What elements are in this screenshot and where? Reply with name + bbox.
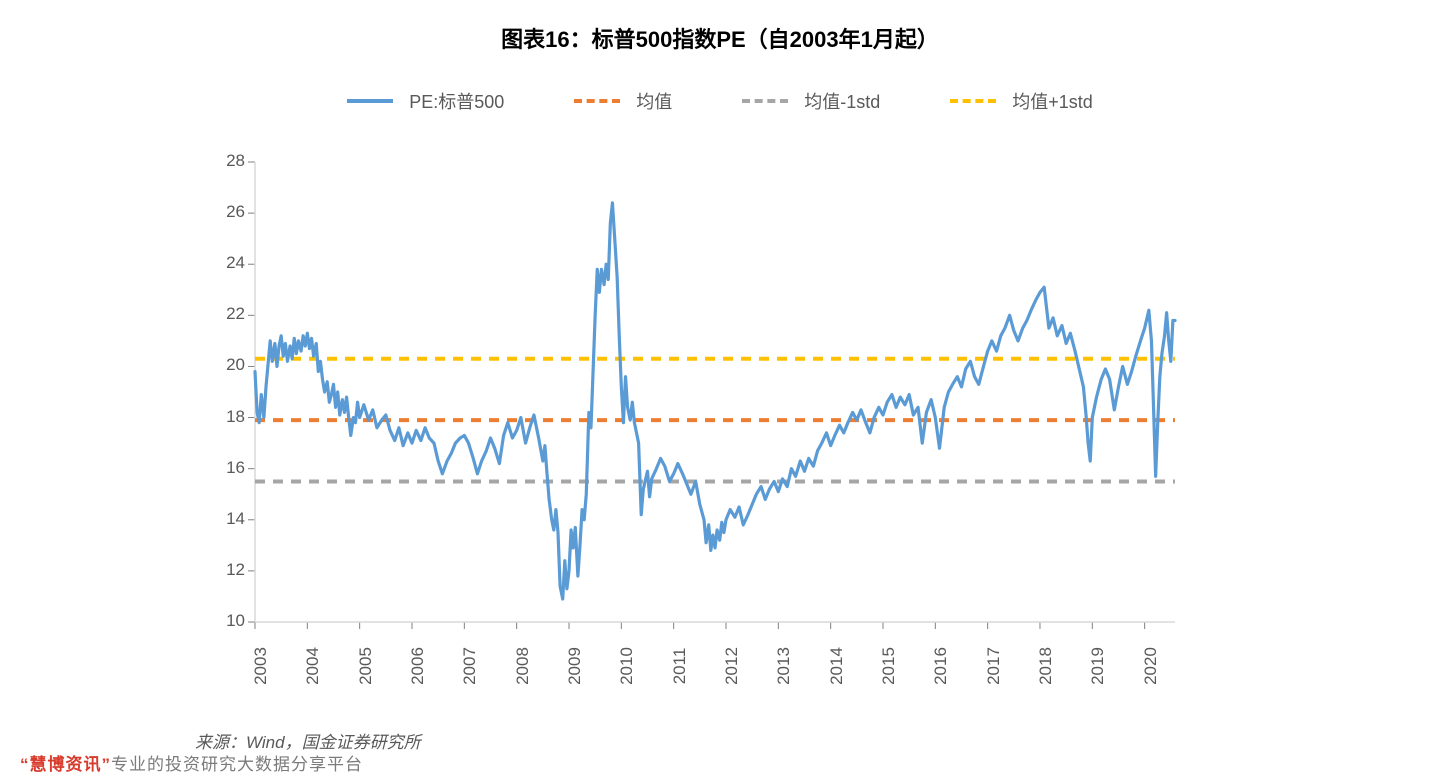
y-tick-label: 14 bbox=[205, 509, 245, 529]
chart-title: 图表16：标普500指数PE（自2003年1月起） bbox=[0, 22, 1440, 54]
y-tick-label: 28 bbox=[205, 151, 245, 171]
legend-label: 均值+1std bbox=[1012, 88, 1093, 114]
legend-label: 均值-1std bbox=[804, 88, 880, 114]
x-tick-label: 2003 bbox=[251, 641, 271, 691]
x-tick-label: 2014 bbox=[827, 641, 847, 691]
legend: PE:标普500 均值 均值-1std 均值+1std bbox=[0, 88, 1440, 114]
x-tick-label: 2018 bbox=[1036, 641, 1056, 691]
legend-label: PE:标普500 bbox=[409, 88, 504, 114]
x-tick-label: 2016 bbox=[931, 641, 951, 691]
x-tick-label: 2013 bbox=[774, 641, 794, 691]
x-tick-label: 2006 bbox=[408, 641, 428, 691]
x-tick-label: 2005 bbox=[356, 641, 376, 691]
legend-swatch-minus1std bbox=[742, 99, 788, 103]
y-tick-label: 24 bbox=[205, 253, 245, 273]
y-tick-label: 26 bbox=[205, 202, 245, 222]
legend-item-minus1std: 均值-1std bbox=[742, 88, 880, 114]
x-tick-label: 2004 bbox=[303, 641, 323, 691]
chart-area: 10121416182022242628 2003200420052006200… bbox=[200, 150, 1195, 647]
x-tick-label: 2019 bbox=[1088, 641, 1108, 691]
y-tick-label: 22 bbox=[205, 304, 245, 324]
x-tick-label: 2015 bbox=[879, 641, 899, 691]
x-tick-label: 2012 bbox=[722, 641, 742, 691]
x-tick-label: 2010 bbox=[617, 641, 637, 691]
y-tick-label: 18 bbox=[205, 407, 245, 427]
legend-item-mean: 均值 bbox=[574, 88, 672, 114]
legend-item-plus1std: 均值+1std bbox=[950, 88, 1093, 114]
x-tick-label: 2017 bbox=[984, 641, 1004, 691]
chart-page: { "title": { "text": "图表16：标普500指数PE（自20… bbox=[0, 0, 1440, 777]
x-tick-label: 2007 bbox=[460, 641, 480, 691]
x-tick-label: 2011 bbox=[670, 641, 690, 691]
watermark-rest: 专业的投资研究大数据分享平台 bbox=[111, 755, 363, 774]
y-tick-label: 20 bbox=[205, 355, 245, 375]
x-tick-label: 2020 bbox=[1141, 641, 1161, 691]
legend-swatch-plus1std bbox=[950, 99, 996, 103]
x-tick-label: 2009 bbox=[565, 641, 585, 691]
chart-svg bbox=[200, 150, 1195, 642]
y-tick-label: 12 bbox=[205, 560, 245, 580]
legend-swatch-mean bbox=[574, 99, 620, 103]
watermark: “慧博资讯”专业的投资研究大数据分享平台 bbox=[20, 750, 363, 775]
watermark-brand: “慧博资讯” bbox=[20, 755, 111, 774]
legend-label: 均值 bbox=[636, 88, 672, 114]
y-tick-label: 16 bbox=[205, 458, 245, 478]
legend-item-pe: PE:标普500 bbox=[347, 88, 504, 114]
legend-swatch-pe bbox=[347, 99, 393, 103]
y-tick-label: 10 bbox=[205, 611, 245, 631]
x-tick-label: 2008 bbox=[513, 641, 533, 691]
